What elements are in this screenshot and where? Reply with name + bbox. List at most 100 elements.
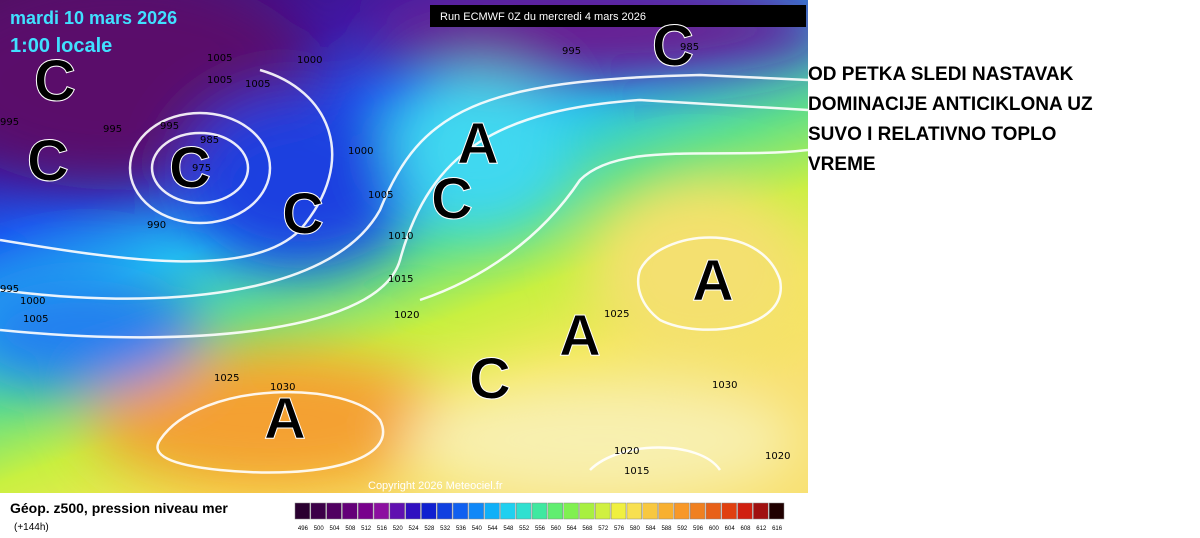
colorbar-cell	[768, 502, 785, 520]
run-banner	[430, 5, 806, 27]
annotation-line: SUVO I RELATIVNO TOPLO	[808, 124, 1056, 145]
colorbar-cell	[610, 502, 627, 520]
colorbar-label: 572	[598, 526, 609, 532]
colorbar-cell	[405, 502, 421, 520]
pressure-center: A	[692, 248, 734, 313]
colorbar-cell	[674, 502, 690, 520]
colorbar-label: 544	[488, 526, 499, 532]
colorbar-label: 584	[646, 526, 657, 532]
colorbar-label: 612	[756, 526, 767, 532]
colorbar-cell	[705, 502, 722, 520]
pressure-center: C	[169, 135, 211, 200]
pressure-center: C	[27, 128, 69, 193]
colorbar-label: 512	[361, 526, 372, 532]
valid-date: mardi 10 mars 2026	[10, 8, 177, 28]
colorbar-cell	[452, 502, 469, 520]
isobar-label: 1025	[604, 309, 629, 320]
isobar-label: 995	[562, 46, 581, 57]
colorbar-cell	[626, 502, 642, 520]
colorbar-label: 552	[519, 526, 530, 532]
pressure-center: C	[282, 181, 324, 246]
colorbar-label: 532	[440, 526, 451, 532]
colorbar-label: 496	[298, 526, 309, 532]
valid-time: 1:00 locale	[10, 35, 112, 57]
colorbar-cell	[373, 502, 390, 520]
isobar-label: 995	[103, 124, 122, 135]
isobar-label: 1005	[23, 314, 48, 325]
colorbar-label: 568	[582, 526, 593, 532]
colorbar-cell	[721, 502, 737, 520]
pressure-center: C	[652, 13, 694, 78]
colorbar-label: 564	[567, 526, 578, 532]
colorbar-label: 576	[614, 526, 625, 532]
colorbar-cell	[421, 502, 437, 520]
colorbar-label: 616	[772, 526, 783, 532]
copyright: Copyright 2026 Meteociel.fr	[368, 480, 503, 492]
isobar-label: 995	[0, 284, 19, 295]
colorbar-label: 608	[740, 526, 751, 532]
isobar-label: 1025	[214, 373, 239, 384]
pressure-center: A	[457, 111, 499, 176]
colorbar-cell	[500, 502, 516, 520]
isobar-label: 1015	[388, 274, 413, 285]
isobar-label: 1010	[388, 231, 413, 242]
isobar-label: 990	[147, 220, 166, 231]
isobar-label: 975	[192, 163, 211, 174]
colorbar-label: 540	[472, 526, 483, 532]
isobar-label: 1005	[207, 75, 232, 86]
isobar-label: 1000	[348, 146, 373, 157]
colorbar-label: 556	[535, 526, 546, 532]
colorbar-cell	[437, 502, 453, 520]
run-info: Run ECMWF 0Z du mercredi 4 mars 2026	[440, 11, 646, 23]
isobar-label: 1030	[712, 380, 737, 391]
isobar-label: 1020	[394, 310, 419, 321]
annotation-line: VREME	[808, 154, 876, 175]
colorbar-cell	[547, 502, 563, 520]
colorbar-label: 580	[630, 526, 641, 532]
isobar-label: 1005	[207, 53, 232, 64]
colorbar-cell	[595, 502, 611, 520]
isobar-label: 1000	[20, 296, 45, 307]
colorbar-cell	[357, 502, 374, 520]
colorbar-label: 500	[314, 526, 325, 532]
colorbar-label: 516	[377, 526, 388, 532]
colorbar-label: 560	[551, 526, 562, 532]
colorbar-cell	[689, 502, 706, 520]
colorbar-label: 504	[330, 526, 341, 532]
colorbar-label: 528	[424, 526, 435, 532]
isobar-label: 985	[680, 42, 699, 53]
colorbar-label: 536	[456, 526, 467, 532]
isobar-label: 1000	[297, 55, 322, 66]
isobar-label: 1020	[765, 451, 790, 462]
colorbar-cell	[389, 502, 405, 520]
colorbar-label: 604	[725, 526, 736, 532]
annotation: OD PETKA SLEDI NASTAVAK DOMINACIJE ANTICI…	[808, 64, 1093, 175]
colorbar-label: 600	[709, 526, 720, 532]
annotation-line: OD PETKA SLEDI NASTAVAK	[808, 64, 1074, 85]
annotation-line: DOMINACIJE ANTICIKLONA UZ	[808, 94, 1093, 115]
isobar-label: 1005	[245, 79, 270, 90]
pressure-center: C	[431, 166, 473, 231]
colorbar-cell	[294, 502, 311, 520]
colorbar-cell	[468, 502, 484, 520]
isobar-label: 1030	[270, 382, 295, 393]
colorbar-cell	[516, 502, 532, 520]
colorbar-cell	[310, 502, 326, 520]
colorbar-cell	[326, 502, 342, 520]
colorbar-label: 596	[693, 526, 704, 532]
colorbar-label: 548	[503, 526, 514, 532]
colorbar-cell	[642, 502, 658, 520]
isobar-label: 995	[160, 121, 179, 132]
colorbar-cell	[753, 502, 769, 520]
isobar-label: 1005	[368, 190, 393, 201]
pressure-center: A	[264, 386, 306, 451]
colorbar-cell	[484, 502, 500, 520]
colorbar-label: 508	[345, 526, 356, 532]
colorbar-label: 520	[393, 526, 404, 532]
colorbar-label: 524	[409, 526, 420, 532]
isobar-label: 1020	[614, 446, 639, 457]
pressure-center: C	[34, 48, 76, 113]
colorbar-label: 588	[661, 526, 672, 532]
